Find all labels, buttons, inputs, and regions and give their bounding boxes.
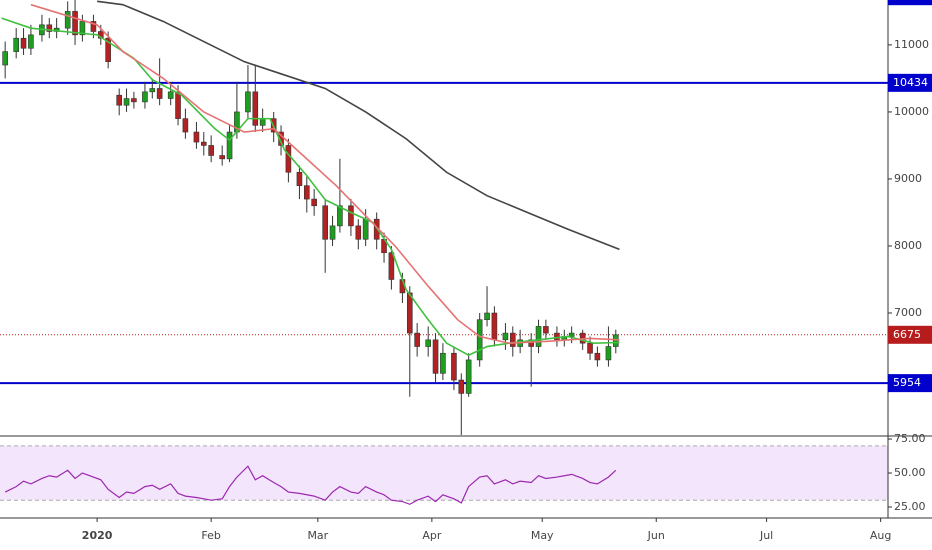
rsi-pane (4, 465, 617, 505)
candle-body (528, 339, 534, 347)
x-tick-label: Jun (647, 529, 665, 542)
x-tick-label: Mar (307, 529, 328, 542)
moving-average (30, 3, 620, 344)
candle-body (554, 332, 560, 341)
candle-body (149, 88, 156, 93)
candle-body (90, 21, 97, 32)
candle-body (13, 37, 19, 52)
x-tick-label: Aug (870, 529, 891, 542)
candle-body (2, 51, 8, 66)
candle-body (458, 379, 465, 394)
y-tick-label: 9000 (894, 172, 922, 185)
candle-body (406, 292, 413, 334)
candle-body (28, 34, 34, 49)
candle-body (535, 326, 542, 347)
candle-body (432, 339, 439, 374)
candle-body (142, 91, 148, 103)
price-label: 10434 (893, 76, 928, 89)
candle-body (64, 11, 71, 29)
candle-body (46, 24, 53, 32)
candle-body (259, 118, 266, 126)
candle-body (79, 21, 86, 36)
candle-body (167, 91, 174, 99)
moving-average (1, 17, 620, 357)
candle-body (116, 94, 122, 106)
y-tick-label: 7000 (894, 306, 922, 319)
candle-body (543, 326, 549, 334)
y-tick-label: 8000 (894, 239, 922, 252)
candle-body (285, 145, 292, 173)
candle-body (156, 88, 163, 99)
candle-body (414, 332, 420, 347)
candle-body (175, 91, 181, 119)
candle-body (594, 352, 601, 361)
candle-body (484, 312, 490, 321)
candle-body (362, 218, 369, 240)
candle-body (131, 98, 137, 103)
candle-body (465, 359, 472, 394)
candle-body (245, 91, 251, 113)
candle-body (226, 131, 233, 160)
candle-body (303, 185, 310, 200)
candle-body (182, 118, 189, 133)
price-label-box (888, 374, 932, 393)
candle-body (208, 145, 214, 156)
candle-body (329, 225, 336, 240)
main-pane (0, 0, 888, 435)
x-tick-label: Feb (201, 529, 220, 542)
candle-body (587, 342, 593, 354)
candle-body (440, 352, 446, 374)
candle-body (605, 346, 612, 361)
candle-body (72, 11, 78, 36)
candle-body (451, 352, 457, 381)
x-tick-label: 2020 (82, 529, 113, 542)
rsi-tick-label: 75.00 (894, 432, 926, 445)
candle-body (123, 98, 130, 106)
price-label: 6675 (893, 328, 921, 341)
candle-body (20, 37, 27, 49)
candle-body (388, 252, 395, 280)
x-tick-label: Apr (422, 529, 442, 542)
y-tick-label: 11000 (894, 38, 929, 51)
candle-body (296, 171, 303, 186)
candle-body (425, 339, 431, 347)
candle-body (193, 131, 200, 143)
x-tick-label: May (531, 529, 554, 542)
candle-body (502, 332, 509, 341)
rsi-tick-label: 25.00 (894, 500, 926, 513)
candle-body (612, 334, 619, 347)
price-label-box (888, 73, 932, 92)
candle-body (568, 332, 575, 337)
x-tick-label: Jul (759, 529, 773, 542)
candle-body (355, 225, 362, 240)
candle-body (476, 319, 483, 361)
y-tick-label: 10000 (894, 105, 929, 118)
candle-body (105, 37, 111, 62)
candle-body (348, 205, 354, 227)
price-label: 11727 (893, 0, 928, 2)
candle-body (491, 312, 498, 341)
rsi-tick-label: 50.00 (894, 466, 926, 479)
price-label: 5954 (893, 376, 921, 389)
candle-body (252, 91, 259, 126)
candle-body (311, 198, 317, 207)
price-label-box (888, 0, 932, 6)
candle-body (337, 205, 343, 227)
rsi-band (0, 445, 888, 501)
rsi-line (4, 465, 617, 505)
candle-body (509, 332, 516, 347)
candle-body (200, 141, 207, 146)
candle-body (219, 155, 225, 160)
price-label-box (888, 325, 932, 344)
moving-average (97, 0, 620, 251)
candle-body (322, 205, 328, 240)
